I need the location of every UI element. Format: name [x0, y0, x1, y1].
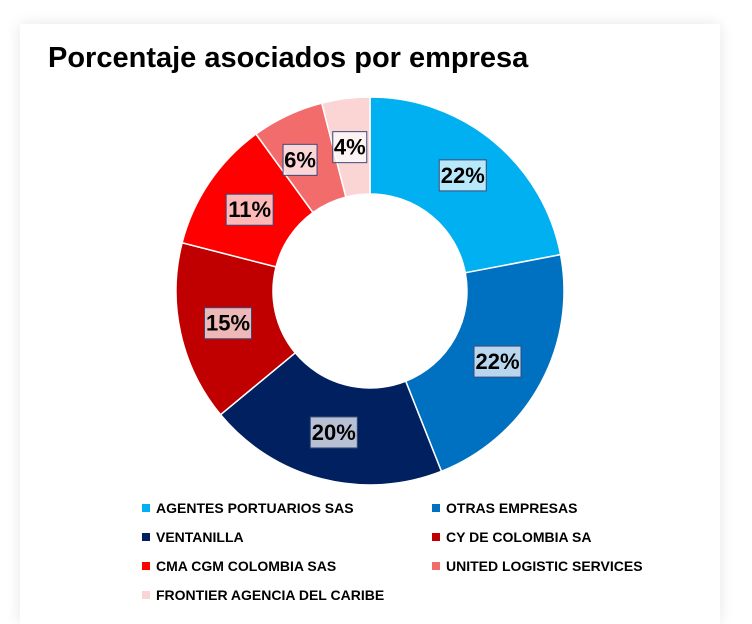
chart-title: Porcentaje asociados por empresa: [48, 42, 529, 74]
data-label-group-3: 20%: [309, 416, 358, 449]
data-label-box-2: [473, 345, 522, 378]
data-label-4: 15%: [206, 311, 250, 336]
legend-swatch: [432, 562, 440, 570]
legend-label: CMA CGM COLOMBIA SAS: [156, 558, 337, 574]
data-label-box-3: [309, 416, 358, 449]
data-label-5: 11%: [228, 197, 271, 222]
data-label-3: 20%: [312, 420, 356, 445]
data-label-box-1: [438, 159, 487, 192]
data-label-group-2: 22%: [473, 345, 522, 378]
legend-label: VENTANILLA: [156, 529, 244, 545]
legend-label: AGENTES PORTUARIOS SAS: [156, 500, 354, 516]
data-label-group-4: 15%: [204, 307, 253, 340]
donut-chart: 22% 22% 20% 15% 11% 6% 4%: [175, 96, 565, 486]
legend-swatch: [142, 504, 150, 512]
legend-swatch: [432, 504, 440, 512]
legend-label: CY DE COLOMBIA SA: [446, 529, 592, 545]
legend-label: OTRAS EMPRESAS: [446, 500, 578, 516]
legend-swatch: [142, 591, 150, 599]
legend-label: UNITED LOGISTIC SERVICES: [446, 558, 643, 574]
data-label-box-5: [225, 193, 274, 226]
legend-item-3: VENTANILLA: [142, 529, 244, 545]
legend-item-6: UNITED LOGISTIC SERVICES: [432, 558, 643, 574]
legend-item-4: CY DE COLOMBIA SA: [432, 529, 591, 545]
data-label-group-5: 11%: [225, 193, 274, 226]
legend-item-2: OTRAS EMPRESAS: [432, 500, 577, 516]
data-label-1: 22%: [441, 163, 485, 188]
legend-swatch: [142, 533, 150, 541]
data-label-group-1: 22%: [438, 159, 487, 192]
data-label-7: 4%: [334, 135, 366, 160]
data-label-group-6: 6%: [282, 143, 318, 176]
data-label-2: 22%: [475, 349, 519, 374]
data-label-box-7: [332, 131, 368, 164]
legend-swatch: [142, 562, 150, 570]
legend-item-1: AGENTES PORTUARIOS SAS: [142, 500, 354, 516]
data-label-box-4: [204, 307, 253, 340]
data-label-box-6: [282, 143, 318, 176]
data-label-group-7: 4%: [332, 131, 368, 164]
legend-swatch: [432, 533, 440, 541]
data-label-6: 6%: [284, 147, 316, 172]
legend-item-7: FRONTIER AGENCIA DEL CARIBE: [142, 587, 384, 603]
legend-label: FRONTIER AGENCIA DEL CARIBE: [156, 587, 385, 603]
legend-item-5: CMA CGM COLOMBIA SAS: [142, 558, 336, 574]
